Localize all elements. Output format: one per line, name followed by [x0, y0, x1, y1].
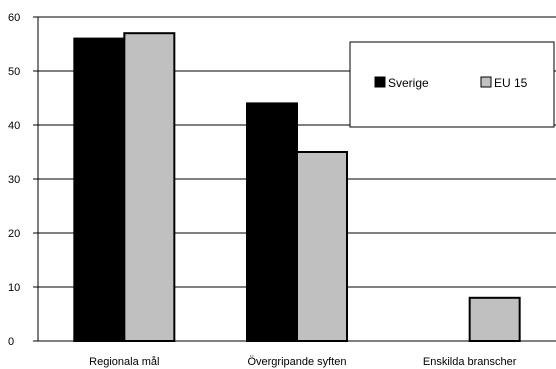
bar-sverige	[73, 37, 126, 342]
bar-eu-15	[296, 151, 348, 342]
y-tick-label: 20	[8, 228, 20, 240]
y-tick-label: 30	[8, 174, 20, 186]
y-tick-label: 60	[8, 12, 20, 24]
bar-sverige	[246, 102, 298, 343]
x-axis-labels: Regionala mål Övergripande syften Enskilda…	[89, 356, 517, 368]
bar-eu-15	[123, 32, 176, 342]
bars	[73, 32, 521, 343]
legend-label: Sverige	[388, 76, 429, 90]
y-tick-label: 40	[8, 120, 20, 132]
x-tick-label: Övergripande syften	[247, 356, 346, 368]
y-tick-label: 0	[8, 336, 14, 348]
x-tick-label: Regionala mål	[89, 356, 159, 368]
legend-swatch	[374, 76, 386, 88]
x-tick-label: Enskilda branscher	[423, 356, 517, 368]
y-tick-label: 50	[8, 66, 20, 78]
legend-label: EU 15	[494, 76, 528, 90]
legend-swatch	[480, 76, 492, 88]
bar-eu-15	[468, 296, 521, 342]
legend: Sverige EU 15	[349, 41, 555, 128]
y-tick-label: 10	[8, 282, 20, 294]
